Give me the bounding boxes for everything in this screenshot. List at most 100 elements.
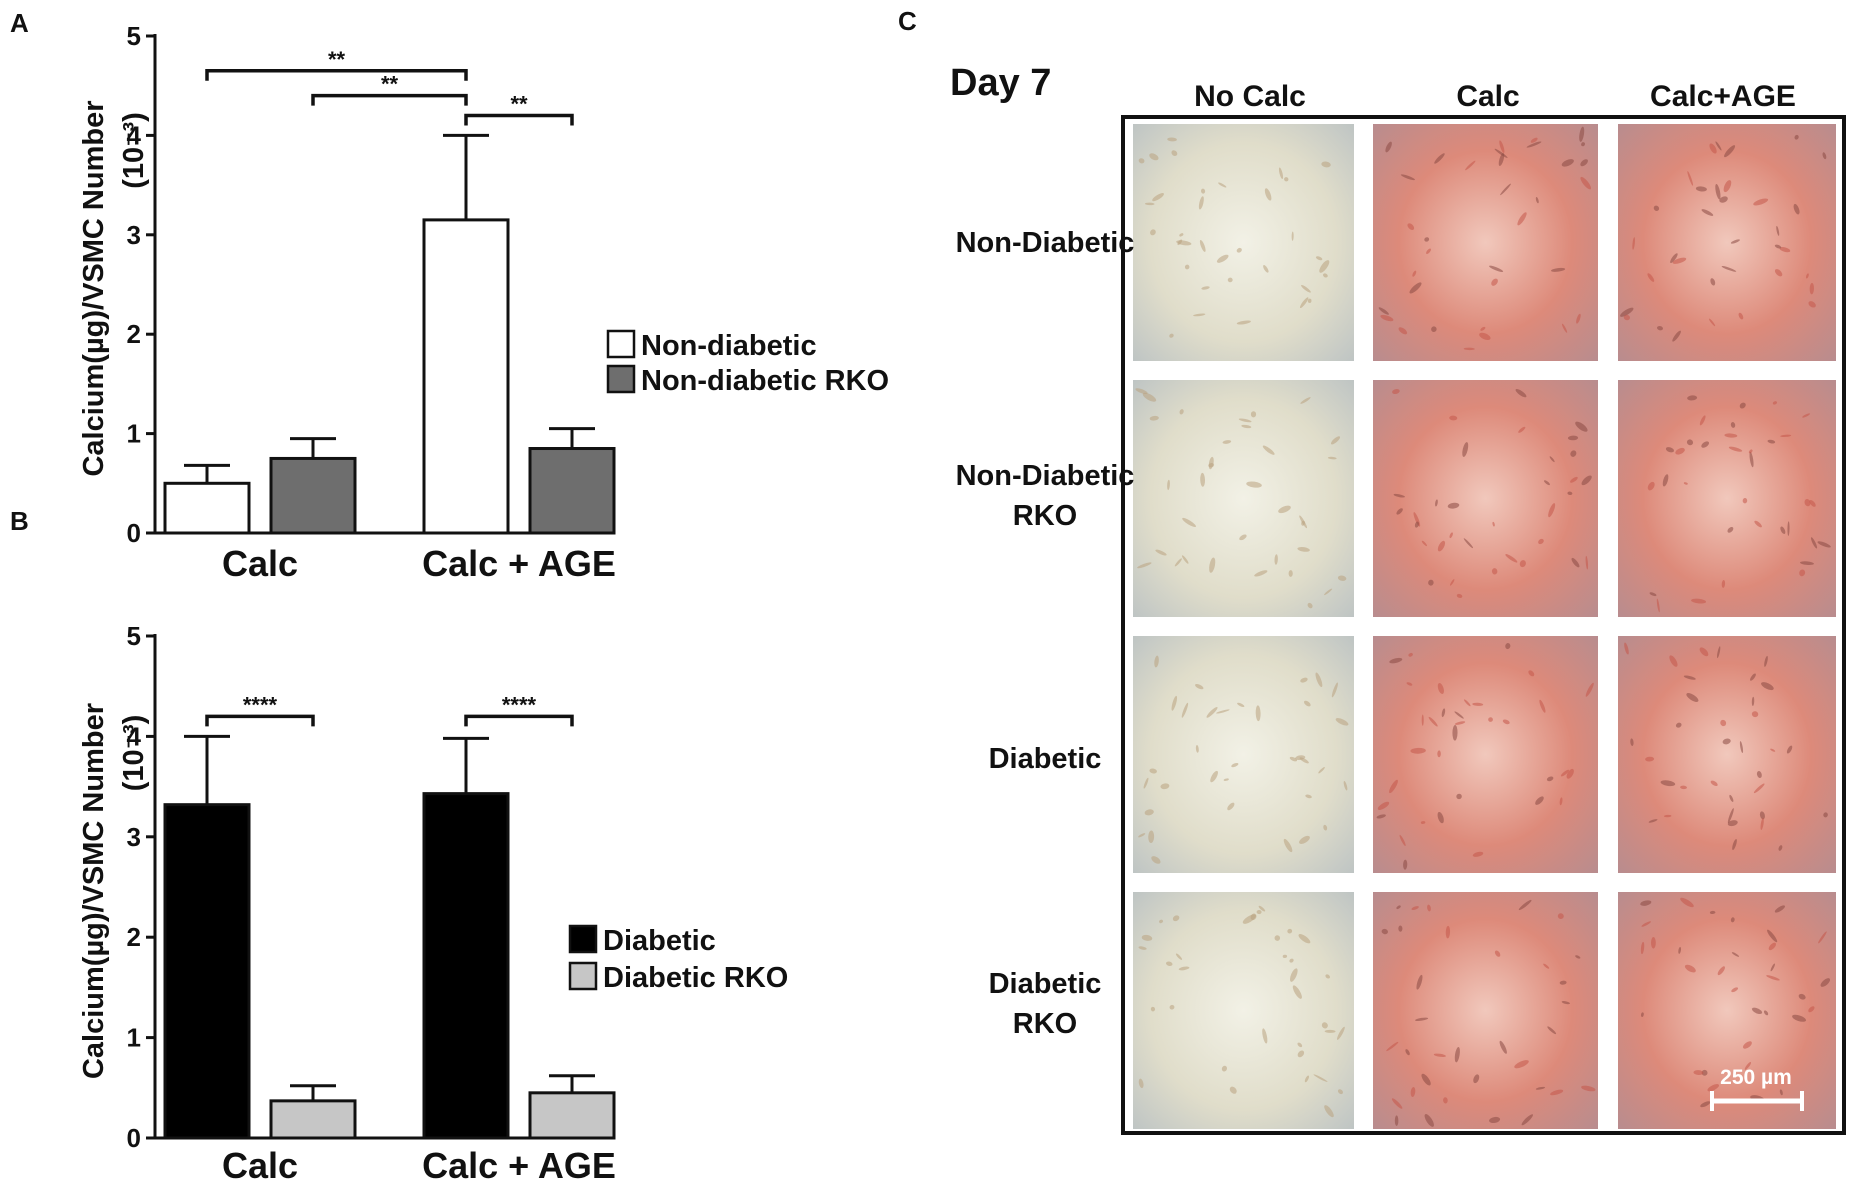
cell-speckle: [1535, 796, 1544, 805]
cell-speckle: [1223, 778, 1229, 781]
cell-speckle: [1701, 209, 1714, 216]
cell-speckle: [1620, 307, 1634, 317]
cell-speckle: [1410, 747, 1426, 754]
cell-speckle: [1699, 647, 1709, 657]
cell-speckle: [1539, 699, 1546, 713]
cell-speckle: [1236, 247, 1242, 253]
cell-speckle: [1708, 318, 1716, 327]
cell-speckle: [1330, 436, 1341, 445]
cell-speckle: [1299, 757, 1309, 764]
row-label: Non-Diabetic: [956, 227, 1135, 259]
panel-letter-b: B: [10, 506, 29, 536]
cell-speckle: [1255, 705, 1261, 722]
cell-speckle: [1543, 963, 1550, 969]
cell-speckle: [1742, 1041, 1752, 1049]
cell-speckle: [1315, 672, 1323, 688]
cell-speckle: [1337, 575, 1347, 581]
cell-speckle: [1264, 188, 1272, 201]
cell-speckle: [1515, 389, 1527, 398]
significance-bracket: [205, 714, 315, 727]
cell-speckle: [1780, 434, 1792, 437]
legend-label: Diabetic: [603, 925, 716, 957]
cell-speckle: [1760, 817, 1764, 830]
cell-speckle: [1465, 160, 1476, 171]
row-label: Non-Diabetic: [956, 460, 1135, 492]
cell-speckle: [1730, 917, 1735, 923]
cell-speckle: [1715, 141, 1722, 151]
micrograph-tile: [1373, 636, 1598, 873]
cell-speckle: [1680, 897, 1694, 908]
significance-bracket: [464, 113, 574, 126]
cell-speckle: [1392, 389, 1400, 395]
cell-speckle: [1472, 702, 1484, 706]
cell-speckle: [1416, 974, 1423, 990]
cell-speckle: [1672, 330, 1681, 342]
cell-speckle: [1399, 834, 1406, 847]
panel-letter-a: A: [10, 8, 29, 38]
cell-speckle: [1480, 326, 1486, 331]
legend-swatch: [568, 961, 598, 991]
cell-speckle: [1519, 560, 1526, 568]
cell-speckle: [1391, 1098, 1403, 1109]
cell-speckle: [1208, 456, 1214, 470]
cell-speckle: [1750, 673, 1756, 681]
category-label: Calc + AGE: [422, 543, 616, 584]
cell-speckle: [1739, 402, 1746, 409]
cell-speckle: [1559, 980, 1567, 985]
cell-speckle: [1209, 557, 1216, 573]
cell-speckle: [1288, 570, 1293, 577]
category-label: Calc: [222, 1145, 298, 1185]
cell-speckle: [1324, 1029, 1336, 1033]
cell-speckle: [1561, 159, 1574, 167]
cell-speckle: [1738, 312, 1744, 320]
scale-bar-label: 250 µm: [1720, 1066, 1792, 1089]
cell-speckle: [1138, 1078, 1144, 1089]
cell-speckle: [1804, 499, 1811, 507]
cell-speckle: [1337, 1089, 1343, 1095]
cell-speckle: [1724, 433, 1738, 438]
cell-speckle: [1648, 819, 1658, 823]
cell-speckle: [1721, 579, 1726, 588]
cell-speckle: [1307, 602, 1313, 609]
cell-speckle: [1792, 1014, 1807, 1022]
legend-swatch: [568, 924, 598, 954]
cell-speckle: [1437, 811, 1444, 824]
cell-speckle: [1710, 278, 1716, 286]
cell-speckle: [1159, 919, 1163, 924]
cell-speckle: [1291, 231, 1294, 241]
cell-speckle: [1768, 942, 1777, 951]
cell-speckle: [1575, 421, 1588, 432]
cell-speckle: [1278, 167, 1284, 180]
cell-speckle: [1258, 905, 1266, 912]
cell-speckle: [1818, 931, 1827, 944]
row-label: Diabetic: [989, 743, 1102, 775]
cell-speckle: [1284, 177, 1289, 182]
cell-speckle: [1756, 771, 1762, 778]
cell-speckle: [1751, 1007, 1763, 1014]
cell-speckle: [1409, 282, 1422, 294]
legend-label: Non-diabetic RKO: [641, 365, 889, 397]
y-axis-label-unit: (10⁻³): [118, 715, 150, 792]
cell-speckle: [1262, 445, 1275, 455]
cell-speckle: [1452, 724, 1458, 741]
cell-speckle: [1798, 993, 1806, 1000]
cell-speckle: [1400, 174, 1415, 181]
cell-speckle: [1585, 682, 1594, 697]
cell-speckle: [1691, 598, 1707, 604]
cell-speckle: [1303, 700, 1311, 707]
significance-bracket: [311, 93, 468, 106]
cell-speckle: [1669, 655, 1678, 667]
cell-speckle: [1473, 1074, 1480, 1084]
y-tick-label: 1: [127, 1023, 141, 1053]
cell-speckle: [1581, 142, 1585, 147]
cell-speckle: [1149, 415, 1159, 421]
cell-speckle: [1179, 233, 1184, 237]
cell-speckle: [1216, 254, 1229, 263]
cell-speckle: [1410, 1087, 1416, 1097]
cell-speckle: [1289, 756, 1298, 762]
cell-speckle: [1662, 474, 1669, 487]
cell-speckle: [1715, 184, 1721, 200]
cell-speckle: [1148, 830, 1155, 844]
cell-speckle: [1683, 482, 1688, 485]
cell-speckle: [1800, 561, 1814, 565]
